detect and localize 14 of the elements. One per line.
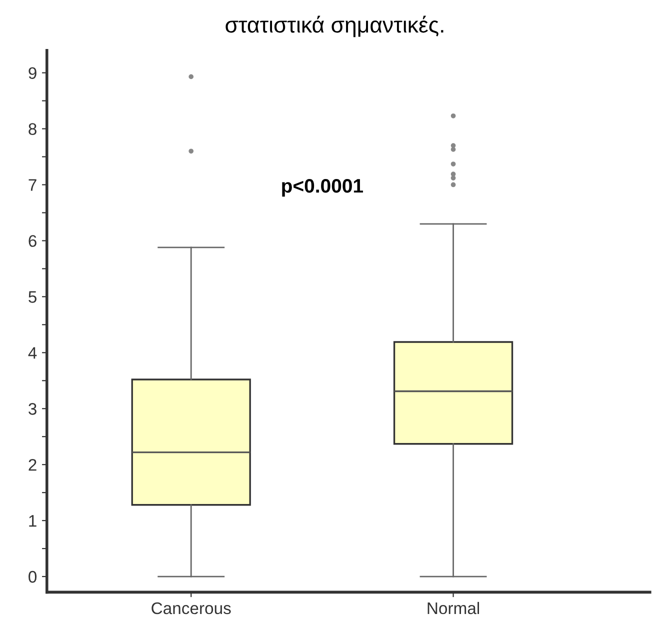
- y-tick-label: 1: [29, 515, 36, 527]
- y-tick-label: 9: [28, 67, 36, 79]
- y-tick-label: 5: [28, 291, 36, 303]
- y-tick-label: 3: [28, 403, 36, 415]
- x-tick-label: Cancerous: [152, 602, 231, 614]
- y-tick-label: 6: [28, 235, 36, 247]
- y-tick-label: 7: [28, 179, 36, 191]
- y-tick-label: 2: [28, 458, 36, 471]
- annotation: p<0.0001: [282, 178, 363, 197]
- chart-title: στατιστικά σημαντικές.: [226, 16, 444, 38]
- x-tick-label: Normal: [428, 602, 480, 614]
- y-tick-label: 4: [28, 347, 37, 359]
- y-tick-label: 0: [28, 570, 37, 583]
- y-tick-label: 8: [28, 123, 36, 135]
